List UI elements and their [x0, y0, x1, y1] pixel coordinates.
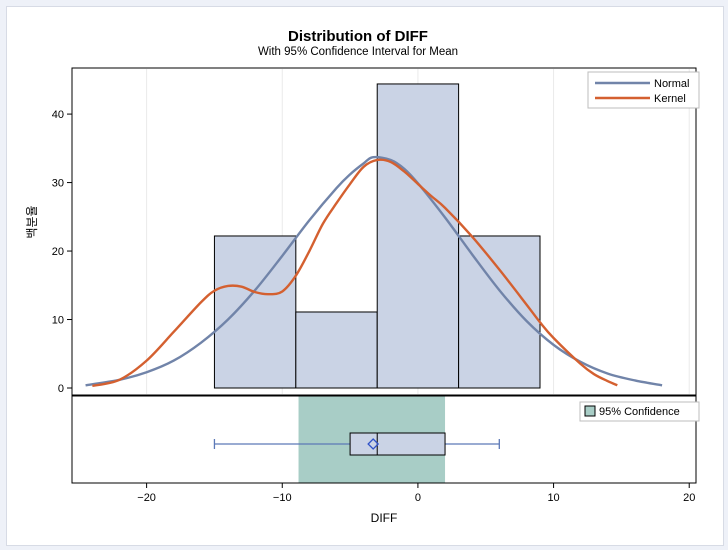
x-tick-label: 0	[415, 492, 421, 504]
chart-frame: Distribution of DIFF With 95% Confidence…	[6, 6, 724, 546]
x-tick-label: −10	[273, 492, 292, 504]
y-tick-label: 10	[52, 315, 64, 327]
histogram-chart: Distribution of DIFF With 95% Confidence…	[25, 28, 700, 525]
normal-curve	[85, 155, 663, 387]
legend-ci-swatch	[584, 405, 596, 417]
y-tick-label: 40	[52, 109, 64, 121]
boxplot-mean-marker	[367, 438, 380, 450]
legend-normal-label: Normal	[654, 78, 689, 90]
kernel-curve	[92, 158, 618, 388]
x-axis-label: DIFF	[371, 511, 398, 525]
box-panel: −20 −10 0 10 20	[71, 395, 697, 504]
histogram-bar	[376, 83, 460, 389]
y-tick-label: 30	[52, 178, 64, 190]
legend-box	[587, 71, 700, 109]
main-panel: 0 10 20 30 40	[52, 67, 697, 396]
chart-subtitle: With 95% Confidence Interval for Mean	[258, 46, 458, 58]
histogram-bar	[458, 235, 541, 389]
histogram-bar	[295, 311, 378, 389]
legend-ci-box	[579, 401, 700, 422]
x-tick-label: −20	[137, 492, 156, 504]
legend: Normal Kernel	[587, 71, 700, 109]
histogram-bar	[213, 235, 297, 389]
boxplot-box	[349, 432, 446, 456]
x-tick-label: 20	[683, 492, 695, 504]
y-axis-label: 백분율	[25, 205, 39, 238]
x-tick-label: 10	[547, 492, 559, 504]
legend-ci: 95% Confidence	[579, 401, 700, 422]
y-tick-label: 0	[58, 383, 64, 395]
legend-kernel-label: Kernel	[654, 93, 686, 105]
legend-ci-label: 95% Confidence	[599, 406, 680, 418]
y-tick-label: 20	[52, 246, 64, 258]
chart-title: Distribution of DIFF	[288, 28, 428, 45]
